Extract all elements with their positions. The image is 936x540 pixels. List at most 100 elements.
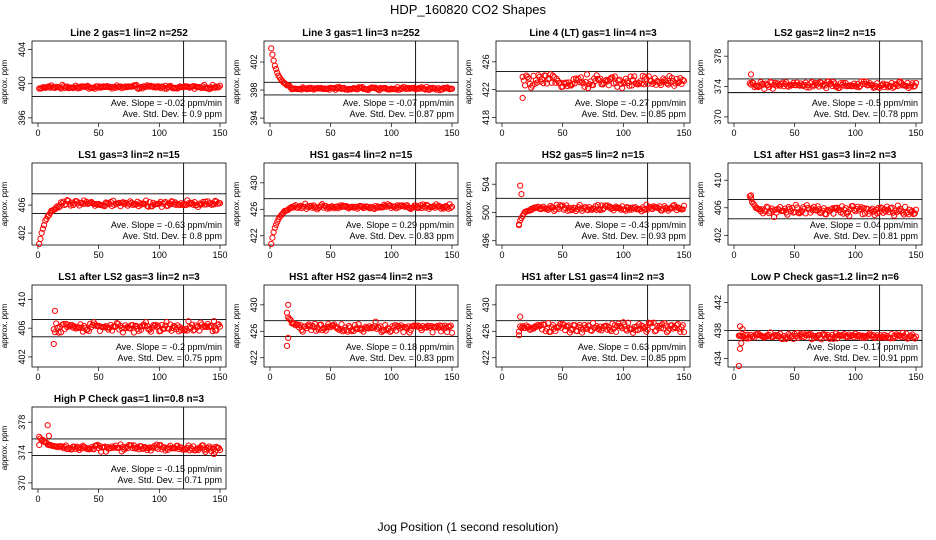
data-point xyxy=(445,85,452,92)
x-tick-label: 150 xyxy=(676,372,691,382)
slope-annotation: Ave. Slope = -0.07 ppm/min xyxy=(343,98,454,108)
y-axis-label: approx. ppm xyxy=(0,425,9,470)
stddev-annotation: Ave. Std. Dev. = 0.78 ppm xyxy=(814,109,918,119)
data-point xyxy=(830,78,837,86)
y-tick-label: 396 xyxy=(17,110,27,125)
x-tick-label: 100 xyxy=(848,250,863,260)
y-tick-label: 438 xyxy=(713,323,723,338)
data-point xyxy=(387,328,394,335)
y-tick-label: 406 xyxy=(713,200,723,215)
data-point xyxy=(213,327,220,334)
data-point xyxy=(216,323,224,330)
panel-1: Line 2 gas=1 lin=2 n=252 approx. ppm 0 50 10… xyxy=(0,28,228,138)
data-point xyxy=(50,340,57,348)
panel-title: HS1 after HS2 gas=4 lin=2 n=3 xyxy=(289,272,433,283)
y-tick-label: 402 xyxy=(249,55,259,70)
panel-title: Line 3 gas=1 lin=3 n=252 xyxy=(302,28,420,39)
data-point xyxy=(129,201,136,208)
data-point xyxy=(270,57,277,64)
y-tick-label: 404 xyxy=(17,42,27,57)
x-tick-label: 150 xyxy=(908,250,923,260)
panel-2: Line 3 gas=1 lin=3 n=252 approx. ppm 0 50 10… xyxy=(232,28,460,138)
y-tick-label: 410 xyxy=(713,173,723,188)
data-point xyxy=(830,335,837,342)
x-tick-label: 0 xyxy=(35,494,40,504)
data-point xyxy=(51,307,59,314)
data-point xyxy=(208,201,215,208)
y-axis-label: approx. ppm xyxy=(464,59,473,104)
data-point xyxy=(294,321,302,328)
panel-3: Line 4 (LT) gas=1 lin=4 n=3 approx. ppm 0 5… xyxy=(464,28,692,138)
plot-frame xyxy=(263,284,459,368)
data-point xyxy=(441,203,448,211)
data-point xyxy=(213,83,220,90)
plot-frame xyxy=(727,284,923,368)
plot-frame xyxy=(31,162,227,246)
data-point xyxy=(283,342,291,349)
x-tick-label: 50 xyxy=(94,250,104,260)
data-point xyxy=(141,322,148,330)
x-tick-label: 100 xyxy=(152,372,167,382)
data-point xyxy=(181,327,188,334)
panel-title: LS2 gas=2 lin=2 n=15 xyxy=(774,28,876,39)
data-point xyxy=(585,322,592,329)
data-point xyxy=(823,85,830,92)
y-tick-label: 418 xyxy=(481,110,491,125)
x-tick-label: 100 xyxy=(384,250,399,260)
x-tick-label: 50 xyxy=(790,372,800,382)
y-axis-label: approx. ppm xyxy=(464,303,473,348)
data-point xyxy=(540,80,547,87)
data-point xyxy=(119,329,127,336)
data-point xyxy=(268,240,275,248)
y-tick-label: 402 xyxy=(713,228,723,243)
data-point xyxy=(679,206,686,213)
data-point xyxy=(268,45,275,52)
x-tick-label: 150 xyxy=(212,250,227,260)
x-tick-label: 0 xyxy=(267,250,272,260)
x-tick-label: 100 xyxy=(616,372,631,382)
data-point xyxy=(287,204,294,212)
panel-title: Line 4 (LT) gas=1 lin=4 n=3 xyxy=(529,28,657,39)
y-tick-label: 504 xyxy=(481,177,491,192)
panel-title: HS2 gas=5 lin=2 n=15 xyxy=(542,150,645,161)
data-point xyxy=(429,329,436,336)
plot-frame xyxy=(495,40,691,124)
data-point xyxy=(886,209,893,216)
data-point xyxy=(631,73,638,80)
data-point xyxy=(524,73,531,81)
data-point xyxy=(437,205,445,212)
y-axis-label: approx. ppm xyxy=(0,59,9,104)
slope-annotation: Ave. Slope = 0.18 ppm/min xyxy=(346,342,454,352)
x-tick-label: 0 xyxy=(35,372,40,382)
x-tick-label: 50 xyxy=(790,128,800,138)
data-point xyxy=(736,345,744,352)
data-point xyxy=(663,80,671,87)
data-point xyxy=(735,362,742,370)
data-point xyxy=(87,199,94,207)
data-point xyxy=(606,326,614,333)
data-point xyxy=(911,82,918,90)
data-point xyxy=(272,221,280,228)
figure-title: HDP_160820 CO2 Shapes xyxy=(390,2,547,17)
panel-title: LS1 after HS1 gas=3 lin=2 n=3 xyxy=(754,150,897,161)
plot-frame xyxy=(31,406,227,490)
y-tick-label: 400 xyxy=(17,76,27,91)
data-point xyxy=(739,326,746,333)
data-point xyxy=(642,205,649,213)
data-point xyxy=(272,65,280,73)
data-point xyxy=(611,73,618,80)
data-point xyxy=(519,94,526,102)
y-tick-label: 378 xyxy=(17,415,27,430)
data-point xyxy=(269,234,276,241)
data-point xyxy=(447,322,454,329)
data-point xyxy=(37,235,44,242)
data-point xyxy=(271,224,278,231)
data-point xyxy=(446,323,453,331)
x-tick-label: 100 xyxy=(152,494,167,504)
data-point xyxy=(65,197,72,204)
data-point xyxy=(199,442,207,449)
x-tick-label: 50 xyxy=(790,250,800,260)
data-point xyxy=(433,324,440,331)
data-point xyxy=(518,191,525,198)
slope-annotation: Ave. Slope = -0.2 ppm/min xyxy=(116,342,222,352)
